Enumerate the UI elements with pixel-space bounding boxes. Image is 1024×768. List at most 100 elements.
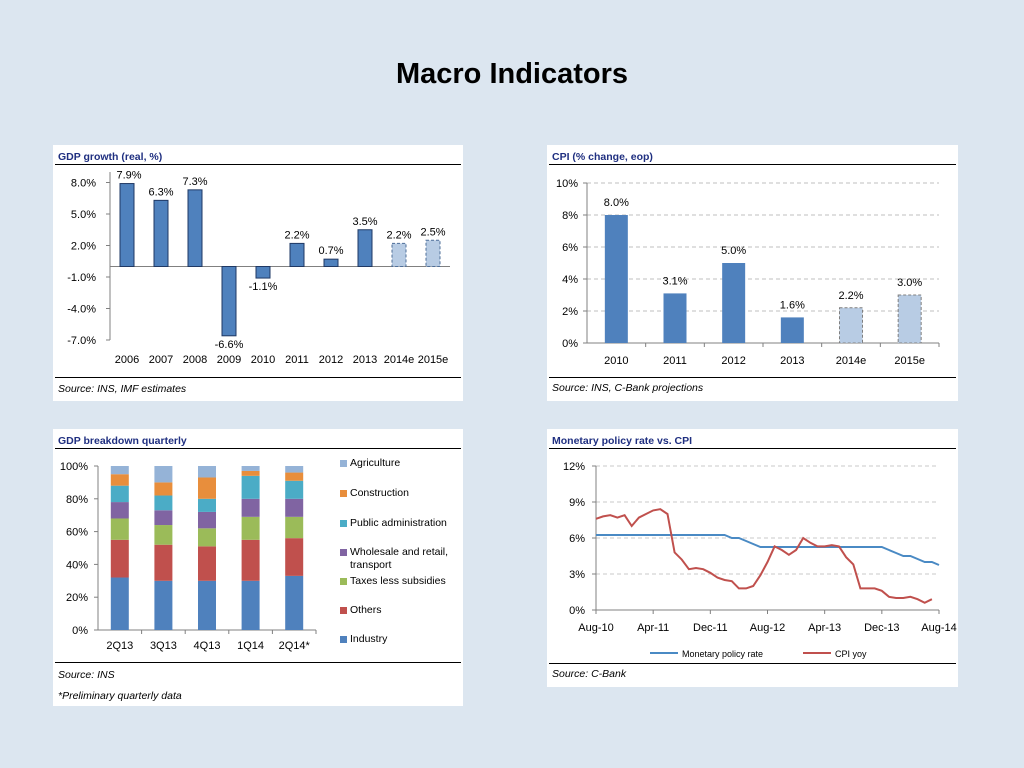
stack-segment <box>110 466 129 475</box>
stack-segment <box>198 528 216 547</box>
stack-segment <box>241 539 260 581</box>
stack-segment <box>110 502 129 519</box>
legend-label: Others <box>350 604 382 616</box>
legend-swatch <box>340 549 347 556</box>
stack-segment <box>154 510 173 526</box>
cpi-source: Source: INS, C-Bank projections <box>552 382 704 394</box>
stack-segment <box>154 495 173 511</box>
x-tick-label: 2Q13 <box>106 640 133 652</box>
stack-segment <box>198 466 216 478</box>
cpi-line <box>595 508 933 604</box>
y-tick-label: 40% <box>66 559 88 571</box>
stack-segment <box>241 498 260 517</box>
cpi-panel: CPI (% change, eop) 0% 2% 4% 6% 8% 10% 8.0% 201… <box>547 145 958 401</box>
x-tick-label: 2011 <box>663 355 687 367</box>
bar <box>255 266 271 279</box>
source-rule <box>55 377 461 378</box>
legend-label: Industry <box>350 633 388 645</box>
x-tick-label: 2007 <box>149 354 173 366</box>
legend-label: Construction <box>350 487 409 499</box>
legend-label: Monetary policy rate <box>682 649 763 659</box>
stack-segment <box>198 477 216 499</box>
y-tick-label: 12% <box>563 461 585 473</box>
y-tick-label: 2.0% <box>71 241 96 253</box>
source-rule <box>549 663 956 664</box>
title-rule <box>549 448 956 449</box>
y-tick-label: 8.0% <box>71 178 96 190</box>
stack-segment <box>154 482 173 496</box>
x-tick-label: 2006 <box>115 354 139 366</box>
stack-segment <box>110 577 129 630</box>
x-tick-label: 3Q13 <box>150 640 177 652</box>
title-rule <box>55 448 461 449</box>
y-tick-label: 10% <box>556 178 578 190</box>
data-label: 8.0% <box>604 197 629 209</box>
stack-segment <box>285 480 304 499</box>
legend-label: Wholesale and retail, transport <box>350 546 449 571</box>
policy-rate-title: Monetary policy rate vs. CPI <box>552 435 693 447</box>
x-tick-label: 2014e <box>384 354 415 366</box>
bar <box>425 239 441 267</box>
stack-segment <box>154 525 173 545</box>
bar <box>119 183 135 267</box>
legend-swatch <box>340 490 347 497</box>
bar <box>221 266 237 337</box>
data-label: -1.1% <box>249 281 278 293</box>
source-rule <box>549 377 956 378</box>
x-tick-label: Dec-13 <box>864 622 899 634</box>
y-tick-label: 3% <box>569 569 585 581</box>
breakdown-note: *Preliminary quarterly data <box>58 690 182 702</box>
policy-source: Source: C-Bank <box>552 668 627 680</box>
x-tick-label: 4Q13 <box>194 640 221 652</box>
stack-segment <box>285 472 304 481</box>
x-tick-label: Aug-10 <box>578 622 613 634</box>
x-tick-label: 2013 <box>780 355 804 367</box>
x-tick-label: 2015e <box>894 355 925 367</box>
bar <box>187 189 203 267</box>
data-label: 2.2% <box>838 290 863 302</box>
y-tick-label: 2% <box>562 306 578 318</box>
bar <box>391 242 407 268</box>
y-tick-label: 60% <box>66 527 88 539</box>
stack-segment <box>241 470 260 476</box>
x-tick-label: Aug-14 <box>921 622 956 634</box>
gdp-source: Source: INS, IMF estimates <box>58 383 187 395</box>
cpi-title: CPI (% change, eop) <box>552 151 653 163</box>
y-tick-label: 0% <box>569 605 585 617</box>
bar <box>604 215 628 343</box>
stack-segment <box>154 466 173 483</box>
stack-segment <box>154 544 173 581</box>
data-label: 7.3% <box>182 176 207 188</box>
stack-segment <box>285 538 304 576</box>
data-label: 2.5% <box>420 226 445 238</box>
stack-segment <box>285 466 304 473</box>
gdp-growth-panel: GDP growth (real, %) 8.0% 5.0% 2.0% -1.0% -4… <box>53 145 463 401</box>
y-tick-label: 4% <box>562 274 578 286</box>
x-tick-label: 2014e <box>836 355 867 367</box>
stack-segment <box>241 475 260 499</box>
stack-segment <box>198 546 216 581</box>
x-tick-label: 2011 <box>285 354 309 366</box>
policy-line <box>596 534 940 566</box>
bar <box>289 242 305 268</box>
gdp-breakdown-chart: 0% 20% 40% 60% 80% 100% 2Q13 3Q13 4Q13 1Q14 2Q14* <box>60 461 317 652</box>
bar <box>663 293 687 343</box>
y-tick-label: -1.0% <box>67 272 96 284</box>
bar <box>839 307 863 344</box>
y-tick-label: 5.0% <box>71 209 96 221</box>
legend-swatch <box>340 636 347 643</box>
y-tick-label: 20% <box>66 592 88 604</box>
x-tick-label: 2015e <box>418 354 449 366</box>
gdp-growth-title: GDP growth (real, %) <box>58 151 163 163</box>
bar <box>153 199 169 267</box>
stack-segment <box>241 466 260 471</box>
policy-rate-chart: 0% 3% 6% 9% 12% Aug-10 Apr-11 Dec-11 Aug-12 Apr-1… <box>563 461 957 659</box>
source-rule <box>55 662 461 663</box>
legend-swatch <box>340 520 347 527</box>
x-tick-label: Apr-11 <box>637 622 669 634</box>
data-label: -6.6% <box>215 339 244 351</box>
data-label: 7.9% <box>116 170 141 182</box>
data-label: 2.2% <box>386 229 411 241</box>
y-tick-label: 80% <box>66 494 88 506</box>
data-label: 6.3% <box>148 186 173 198</box>
